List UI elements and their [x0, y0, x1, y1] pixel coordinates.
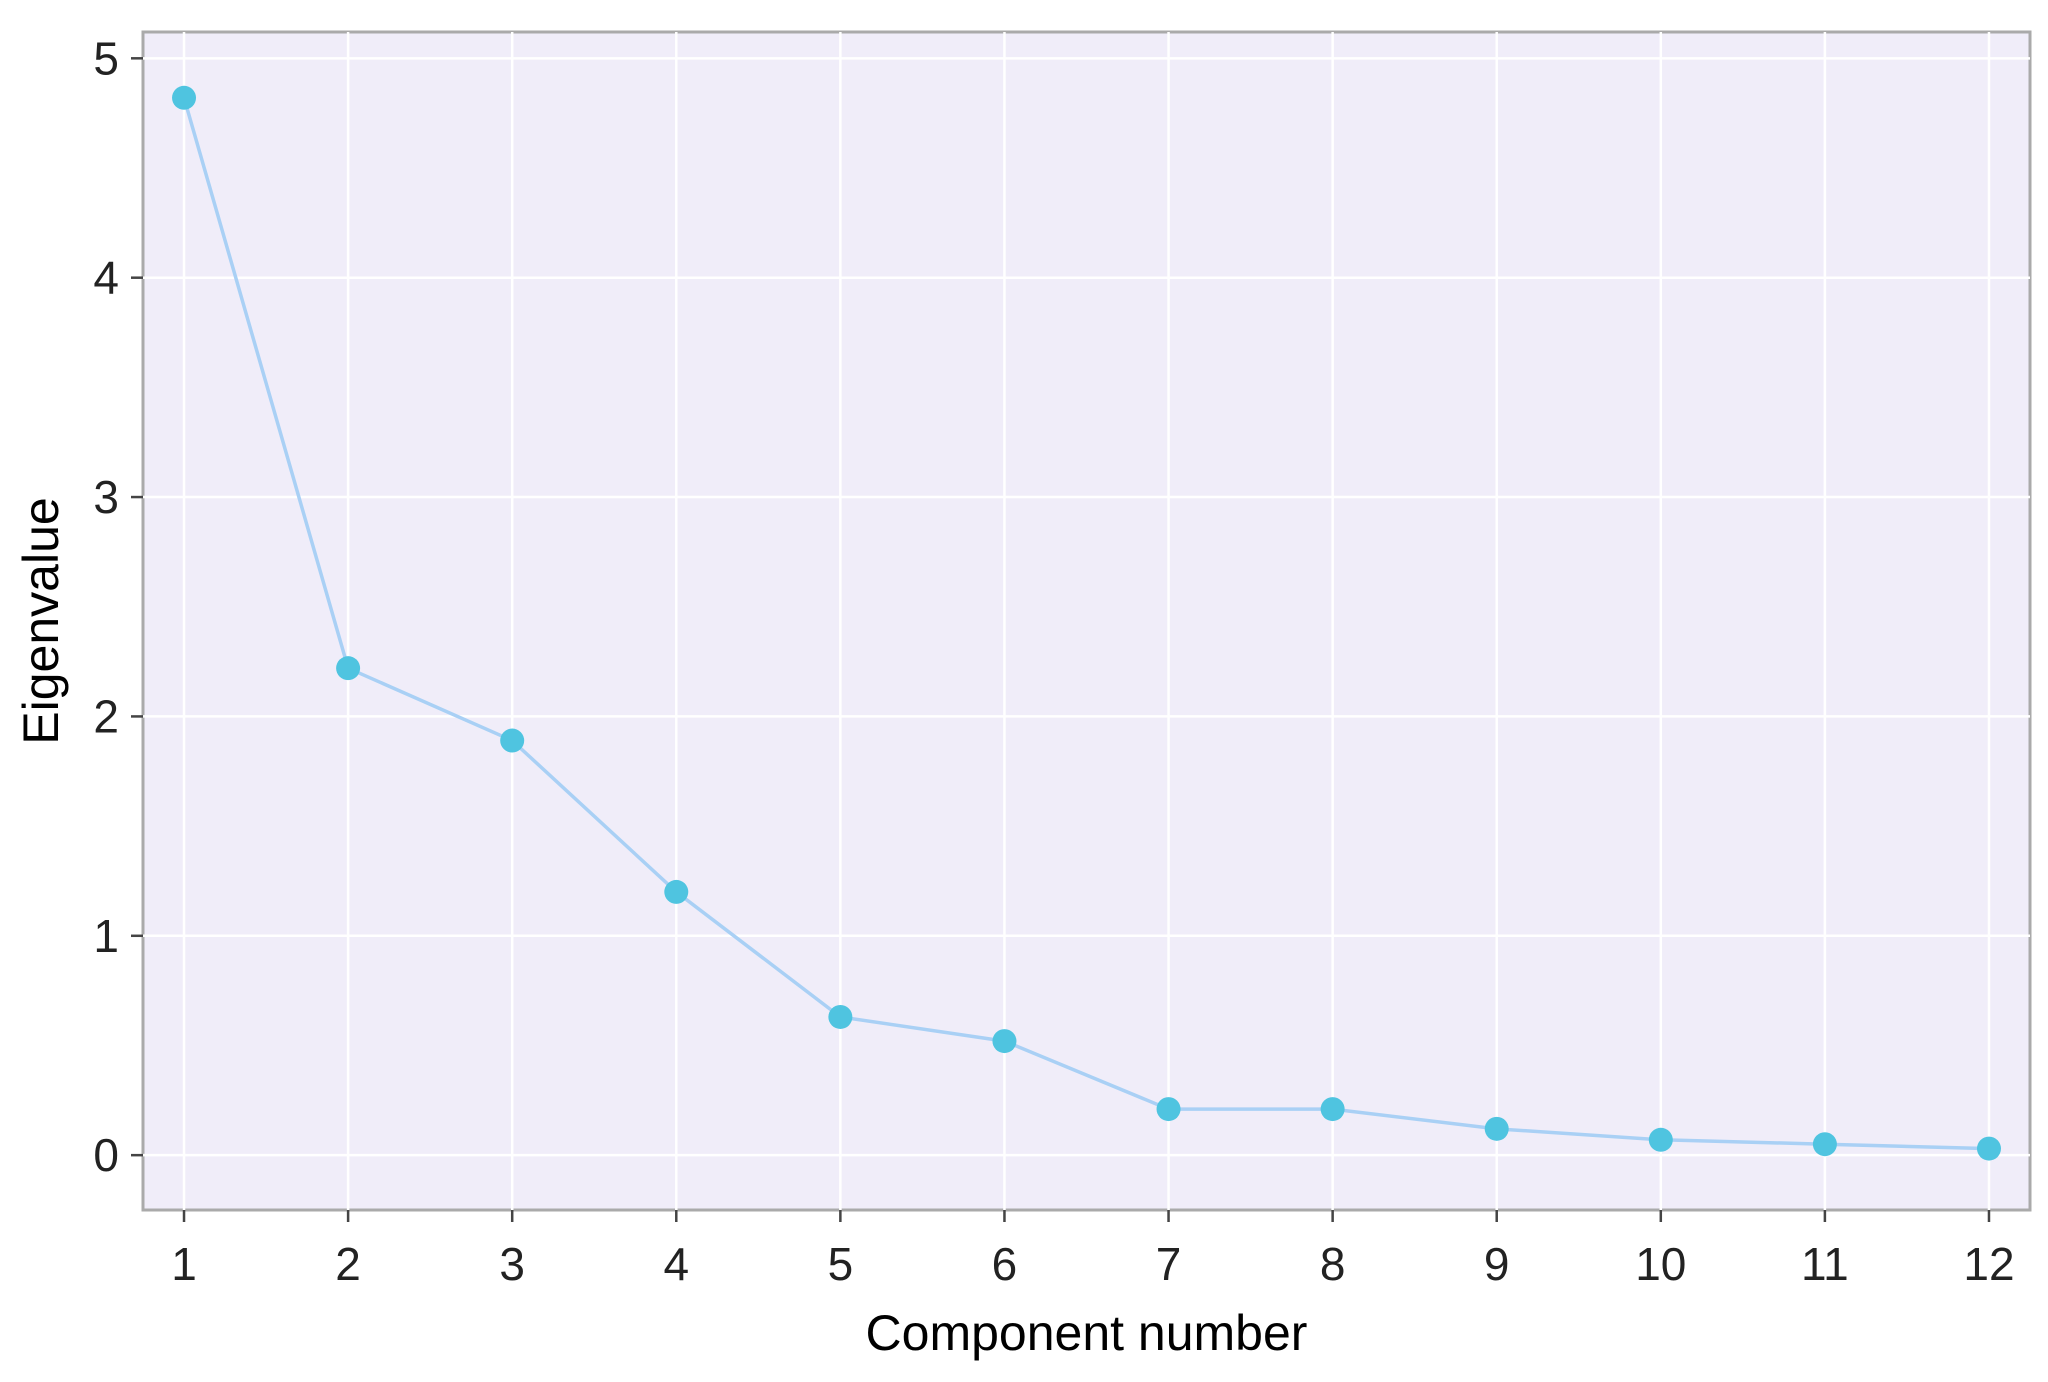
x-tick-label: 7	[1156, 1238, 1182, 1290]
x-tick-label: 8	[1320, 1238, 1346, 1290]
y-tick-label: 3	[93, 471, 119, 523]
x-tick-label: 12	[1963, 1238, 2014, 1290]
x-tick-label: 4	[663, 1238, 689, 1290]
x-tick-label: 3	[499, 1238, 525, 1290]
series-line	[182, 97, 1990, 1151]
data-point	[172, 85, 197, 110]
x-tick-label: 9	[1484, 1238, 1510, 1290]
data-point	[1156, 1097, 1181, 1122]
axis-ticks	[131, 57, 1991, 1222]
y-axis-title: Eigenvalue	[13, 497, 69, 744]
data-points	[172, 85, 2001, 1161]
y-tick-label: 4	[93, 252, 119, 304]
y-tick-label: 5	[93, 32, 119, 84]
data-point	[1320, 1097, 1345, 1122]
data-point	[1648, 1127, 1673, 1152]
y-tick-label: 2	[93, 690, 119, 742]
x-axis-title: Component number	[866, 1305, 1308, 1361]
x-tick-label: 10	[1635, 1238, 1686, 1290]
data-point	[1976, 1136, 2001, 1161]
data-point	[828, 1004, 853, 1029]
data-point	[1812, 1132, 1837, 1157]
plot-panel	[141, 30, 2032, 1212]
data-point	[500, 728, 525, 753]
series-polyline	[182, 97, 1990, 1151]
grid-lines	[143, 32, 2030, 1210]
data-point	[336, 656, 361, 681]
x-tick-label: 11	[1801, 1238, 1849, 1290]
x-tick-label: 5	[828, 1238, 854, 1290]
y-tick-label: 0	[93, 1129, 119, 1181]
x-tick-label: 1	[171, 1238, 197, 1290]
y-tick-label: 1	[93, 910, 119, 962]
data-point	[992, 1029, 1017, 1054]
data-point	[664, 879, 689, 904]
data-point	[1484, 1116, 1509, 1141]
x-tick-label: 2	[335, 1238, 361, 1290]
x-tick-label: 6	[992, 1238, 1018, 1290]
